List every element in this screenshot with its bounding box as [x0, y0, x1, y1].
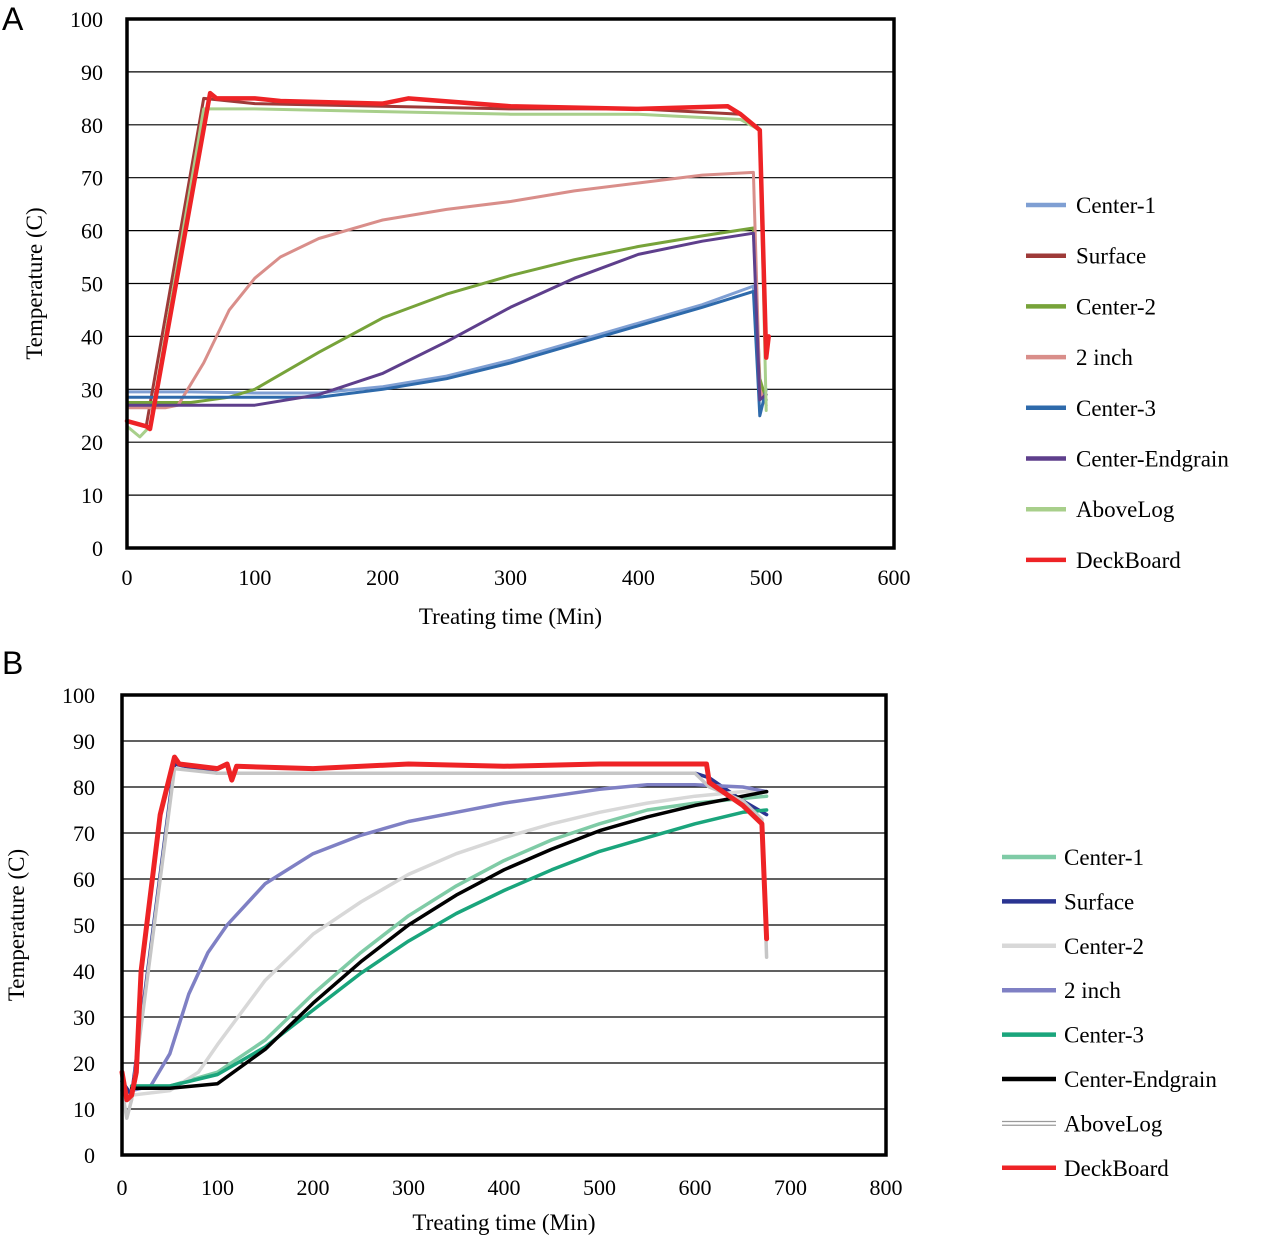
series-line-center-3 [129, 808, 769, 1088]
y-tick-label: 0 [84, 1143, 95, 1168]
x-axis-title: Treating time (Min) [419, 604, 602, 629]
legend-item: Center-1 [1026, 193, 1156, 218]
y-axis-title: Temperature (C) [4, 849, 29, 1001]
legend-label: Center-3 [1076, 396, 1156, 421]
y-tick-label: 30 [73, 1005, 95, 1030]
legend-item: DeckBoard [1026, 548, 1181, 573]
legend-label: 2 inch [1064, 978, 1121, 1003]
legend-label: Center-2 [1064, 934, 1144, 959]
legend-label: DeckBoard [1076, 548, 1181, 573]
legend-item: Center-Endgrain [1026, 447, 1229, 472]
legend-item: DeckBoard [1002, 1156, 1169, 1181]
x-tick-label: 500 [583, 1175, 616, 1200]
y-tick-label: 50 [81, 272, 103, 297]
legend-item: Center-3 [1026, 396, 1156, 421]
x-tick-label: 600 [878, 565, 911, 590]
y-tick-label: 80 [73, 775, 95, 800]
y-tick-label: 100 [70, 7, 103, 32]
y-tick-label: 0 [92, 536, 103, 561]
y-tick-label: 10 [73, 1097, 95, 1122]
chart-panel-b: 0 10 20 30 40 50 60 70 80 90 100 0 100 200 300 400 500 60… [4, 683, 1217, 1235]
series-line-abovelog [125, 107, 768, 439]
series-line-center-1 [129, 794, 769, 1088]
y-tick-label: 90 [81, 60, 103, 85]
x-tick-label: 400 [488, 1175, 521, 1200]
x-tick-label: 800 [870, 1175, 903, 1200]
legend-item: Center-1 [1002, 845, 1144, 870]
y-tick-label: 10 [81, 483, 103, 508]
legend-label: Center-1 [1064, 845, 1144, 870]
plot-frame [120, 693, 888, 1157]
x-axis-title: Treating time (Min) [412, 1210, 595, 1235]
series-line-center-3 [125, 289, 768, 418]
y-tick-label: 100 [62, 683, 95, 708]
x-tick-label: 0 [122, 565, 133, 590]
legend-item: 2 inch [1002, 978, 1121, 1003]
legend-item: AboveLog [1002, 1111, 1163, 1136]
series-line-center-1 [125, 284, 768, 402]
legend-item: Center-2 [1026, 294, 1156, 319]
x-tick-label: 300 [494, 565, 527, 590]
y-axis-title: Temperature (C) [22, 207, 47, 359]
x-tick-label: 700 [774, 1175, 807, 1200]
legend-item: 2 inch [1026, 345, 1133, 370]
panel-letter-a: A [2, 1, 24, 37]
y-tick-label: 20 [73, 1051, 95, 1076]
legend-label: Center-2 [1076, 294, 1156, 319]
legend-item: AboveLog [1026, 497, 1175, 522]
series-line-deckboard [119, 754, 770, 1103]
legend-item: Surface [1002, 889, 1134, 914]
y-tick-label: 70 [81, 166, 103, 191]
x-tick-label: 300 [392, 1175, 425, 1200]
x-tick-label: 200 [297, 1175, 330, 1200]
panel-letter-b: B [2, 645, 23, 681]
y-tick-label: 20 [81, 430, 103, 455]
x-tick-label: 100 [238, 565, 271, 590]
y-tick-label: 90 [73, 729, 95, 754]
x-tick-label: 600 [679, 1175, 712, 1200]
x-tick-label: 0 [117, 1175, 128, 1200]
x-tick-label: 200 [366, 565, 399, 590]
series-line-2-inch [129, 782, 769, 1093]
legend-label: Surface [1076, 244, 1146, 269]
legend-item: Surface [1026, 244, 1146, 269]
legend-label: Center-Endgrain [1076, 447, 1229, 472]
x-tick-label: 100 [201, 1175, 234, 1200]
series-line-center-endgrain [129, 789, 769, 1091]
series-line-center-endgrain [125, 231, 768, 407]
series-line-deckboard [124, 90, 771, 432]
legend-label: Center-3 [1064, 1023, 1144, 1048]
series-line-2-inch [125, 170, 768, 410]
y-tick-label: 30 [81, 377, 103, 402]
y-tick-label: 40 [73, 959, 95, 984]
series-line-abovelog [120, 766, 769, 1120]
series-line-center-2 [129, 789, 769, 1097]
x-tick-label: 500 [750, 565, 783, 590]
y-tick-label: 80 [81, 113, 103, 138]
legend-item: Center-Endgrain [1002, 1067, 1217, 1092]
legend-label: AboveLog [1064, 1111, 1163, 1136]
legend-label: Center-Endgrain [1064, 1067, 1217, 1092]
chart-panel-a: 0 10 20 30 40 50 60 70 80 90 100 0 100 200 300 400 500 60… [22, 7, 1229, 629]
y-tick-label: 60 [81, 219, 103, 244]
y-tick-label: 70 [73, 821, 95, 846]
y-tick-label: 40 [81, 324, 103, 349]
legend-label: AboveLog [1076, 497, 1175, 522]
legend-item: Center-2 [1002, 934, 1144, 959]
legend-label: Surface [1064, 889, 1134, 914]
legend-label: 2 inch [1076, 345, 1133, 370]
legend-label: DeckBoard [1064, 1156, 1169, 1181]
y-tick-label: 50 [73, 913, 95, 938]
plot-frame [125, 17, 896, 550]
x-tick-label: 400 [622, 565, 655, 590]
y-tick-label: 60 [73, 867, 95, 892]
legend-label: Center-1 [1076, 193, 1156, 218]
legend-item: Center-3 [1002, 1023, 1144, 1048]
